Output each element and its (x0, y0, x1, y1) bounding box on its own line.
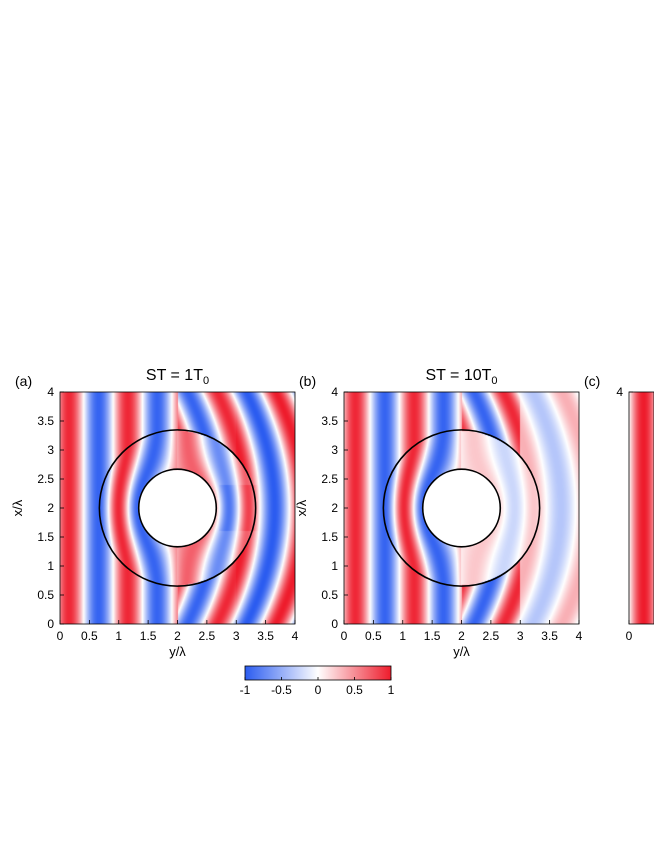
x-tick-label: 4 (292, 629, 299, 643)
y-tick-label: 3 (331, 443, 338, 457)
colorbar-tick-label: 0 (315, 683, 322, 697)
x-tick-label: 2 (458, 629, 465, 643)
colorbar-tick-label: 0.5 (346, 683, 363, 697)
x-tick-label: 1.5 (140, 629, 157, 643)
y-tick-label: 0 (47, 617, 54, 631)
y-tick-label: 1.5 (321, 530, 338, 544)
x-tick-label: 1 (399, 629, 406, 643)
x-tick-label: 2.5 (199, 629, 216, 643)
x-tick-label: 3 (233, 629, 240, 643)
y-tick-label: 2.5 (321, 472, 338, 486)
y-tick-label: 3.5 (321, 414, 338, 428)
y-tick-label: 3 (47, 443, 54, 457)
y-tick-label: 4 (331, 385, 338, 399)
x-tick-label: 4 (576, 629, 583, 643)
x-tick-label: 3.5 (541, 629, 558, 643)
panel-a: 0 0.5 1 1.5 2 2.5 3 3.5 4 0 0.5 1 1.5 2 2.5 3 3.5 4 (a) y/λ… (10, 367, 299, 659)
x-tick-label: 1.5 (424, 629, 441, 643)
panel-title-sub: 0 (491, 375, 497, 387)
y-tick-label: 4 (47, 385, 54, 399)
x-axis-label: y/λ (453, 644, 470, 659)
panel-title: ST = 10T0 (425, 367, 497, 387)
x-tick-label: 0 (57, 629, 64, 643)
y-tick-label: 2.5 (37, 472, 54, 486)
colorbar-tick-label: -0.5 (271, 683, 292, 697)
y-tick-label: 0 (331, 617, 338, 631)
y-tick-label: 3.5 (37, 414, 54, 428)
inner-cloak-circle (137, 468, 218, 548)
y-tick-label: 4 (616, 385, 623, 399)
colorbar-tick-label: -1 (240, 683, 251, 697)
heatmap-image (60, 392, 295, 624)
panel-label: (b) (299, 373, 316, 389)
y-tick-label: 0.5 (321, 588, 338, 602)
colorbar-tick-label: 1 (388, 683, 395, 697)
x-axis-label: y/λ (169, 644, 186, 659)
heatmap-image (344, 392, 579, 624)
panel-title-sub: 0 (203, 375, 209, 387)
x-tick-label: 3.5 (257, 629, 274, 643)
y-tick-label: 1 (47, 559, 54, 573)
y-tick-label: 1 (331, 559, 338, 573)
panel-label: (a) (15, 373, 32, 389)
y-tick-label: 1.5 (37, 530, 54, 544)
x-tick-label: 3 (517, 629, 524, 643)
x-tick-label: 2.5 (483, 629, 500, 643)
panel-label: (c) (584, 373, 600, 389)
plot-frame (628, 391, 654, 625)
panel-title-main: ST = 1T (146, 367, 203, 384)
x-tick-label: 1 (115, 629, 122, 643)
panel-title: ST = 1T0 (146, 367, 209, 387)
outer-cloak-circle (98, 429, 257, 587)
panel-title-main: ST = 10T (425, 367, 491, 384)
panel-b: 0 0.5 1 1.5 2 2.5 3 3.5 4 0 0.5 1 1.5 2 2.5 3 3.5 4 (b) y/λ… (294, 367, 583, 659)
y-tick-label: 2 (331, 501, 338, 515)
y-axis-label: x/λ (294, 499, 309, 516)
x-tick-label: 0.5 (81, 629, 98, 643)
x-tick-label: 0.5 (365, 629, 382, 643)
inner-cloak-circle (421, 468, 502, 548)
x-tick-label: 2 (174, 629, 181, 643)
panel-c: 4 0 (c) (584, 373, 654, 643)
x-tick-label: 0 (626, 629, 633, 643)
y-tick-label: 2 (47, 501, 54, 515)
outer-cloak-circle (382, 429, 541, 587)
y-axis-label: x/λ (10, 499, 25, 516)
y-tick-label: 0.5 (37, 588, 54, 602)
heatmap-image (629, 392, 654, 624)
x-tick-label: 0 (341, 629, 348, 643)
colorbar: -1 -0.5 0 0.5 1 (240, 665, 395, 697)
